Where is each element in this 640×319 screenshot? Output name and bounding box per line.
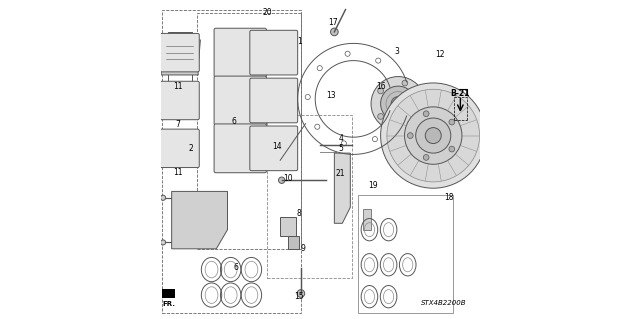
Text: STX4B2200B: STX4B2200B	[421, 300, 467, 306]
Bar	[358, 195, 453, 313]
Circle shape	[391, 97, 405, 111]
FancyBboxPatch shape	[214, 76, 266, 125]
Circle shape	[402, 80, 408, 86]
Text: 4: 4	[339, 134, 343, 143]
Circle shape	[402, 122, 408, 127]
Circle shape	[387, 89, 479, 182]
Circle shape	[423, 111, 429, 117]
Text: 19: 19	[368, 181, 378, 189]
Circle shape	[449, 146, 454, 152]
Text: 1: 1	[297, 37, 301, 46]
Circle shape	[408, 133, 413, 138]
Circle shape	[207, 215, 217, 225]
Text: 18: 18	[444, 193, 454, 202]
FancyBboxPatch shape	[158, 81, 199, 120]
Circle shape	[194, 215, 204, 225]
Circle shape	[179, 213, 193, 227]
Circle shape	[275, 159, 282, 167]
Bar	[288, 236, 300, 249]
Polygon shape	[334, 153, 350, 223]
Polygon shape	[161, 65, 198, 75]
Text: 2: 2	[188, 144, 193, 153]
Bar	[268, 115, 352, 278]
Polygon shape	[172, 191, 227, 249]
Bar	[197, 13, 301, 249]
Text: FR.: FR.	[163, 301, 175, 308]
Polygon shape	[161, 39, 199, 67]
Text: 14: 14	[272, 142, 282, 151]
Bar	[162, 10, 301, 313]
FancyBboxPatch shape	[250, 30, 298, 75]
Text: 15: 15	[294, 292, 304, 301]
Text: 11: 11	[173, 168, 183, 177]
Circle shape	[416, 118, 451, 153]
FancyBboxPatch shape	[158, 129, 199, 167]
Circle shape	[181, 215, 191, 225]
Bar	[454, 89, 467, 97]
Text: B-21: B-21	[451, 89, 470, 98]
Text: 9: 9	[300, 244, 305, 253]
Text: 21: 21	[336, 169, 346, 178]
Text: 17: 17	[328, 18, 337, 27]
Circle shape	[425, 128, 441, 144]
Bar	[280, 217, 296, 236]
Text: 10: 10	[284, 174, 293, 183]
Circle shape	[161, 195, 166, 200]
Text: 13: 13	[326, 91, 336, 100]
Polygon shape	[159, 40, 200, 65]
Circle shape	[423, 154, 429, 160]
Circle shape	[381, 83, 486, 188]
Circle shape	[278, 177, 285, 183]
Circle shape	[449, 119, 454, 125]
Circle shape	[371, 77, 425, 131]
Circle shape	[161, 240, 166, 245]
Circle shape	[378, 114, 383, 119]
FancyBboxPatch shape	[214, 124, 266, 173]
Text: 3: 3	[394, 47, 399, 56]
FancyBboxPatch shape	[214, 28, 266, 77]
Text: 20: 20	[262, 8, 272, 17]
Circle shape	[330, 28, 338, 36]
FancyBboxPatch shape	[250, 78, 298, 123]
Circle shape	[381, 86, 416, 121]
Circle shape	[404, 107, 462, 164]
Bar	[162, 289, 175, 298]
Text: 16: 16	[376, 82, 385, 91]
Text: 6: 6	[233, 263, 238, 272]
Text: 5: 5	[339, 144, 343, 153]
Bar	[363, 209, 371, 230]
Text: 11: 11	[173, 82, 183, 91]
Circle shape	[417, 101, 422, 107]
Circle shape	[205, 213, 218, 227]
FancyBboxPatch shape	[250, 126, 298, 171]
Circle shape	[378, 88, 383, 94]
FancyBboxPatch shape	[158, 33, 199, 72]
Text: 6: 6	[232, 117, 236, 126]
Text: 12: 12	[435, 50, 444, 59]
Circle shape	[192, 213, 206, 227]
Text: 8: 8	[297, 209, 301, 218]
Text: 7: 7	[175, 120, 180, 129]
Circle shape	[297, 290, 305, 297]
